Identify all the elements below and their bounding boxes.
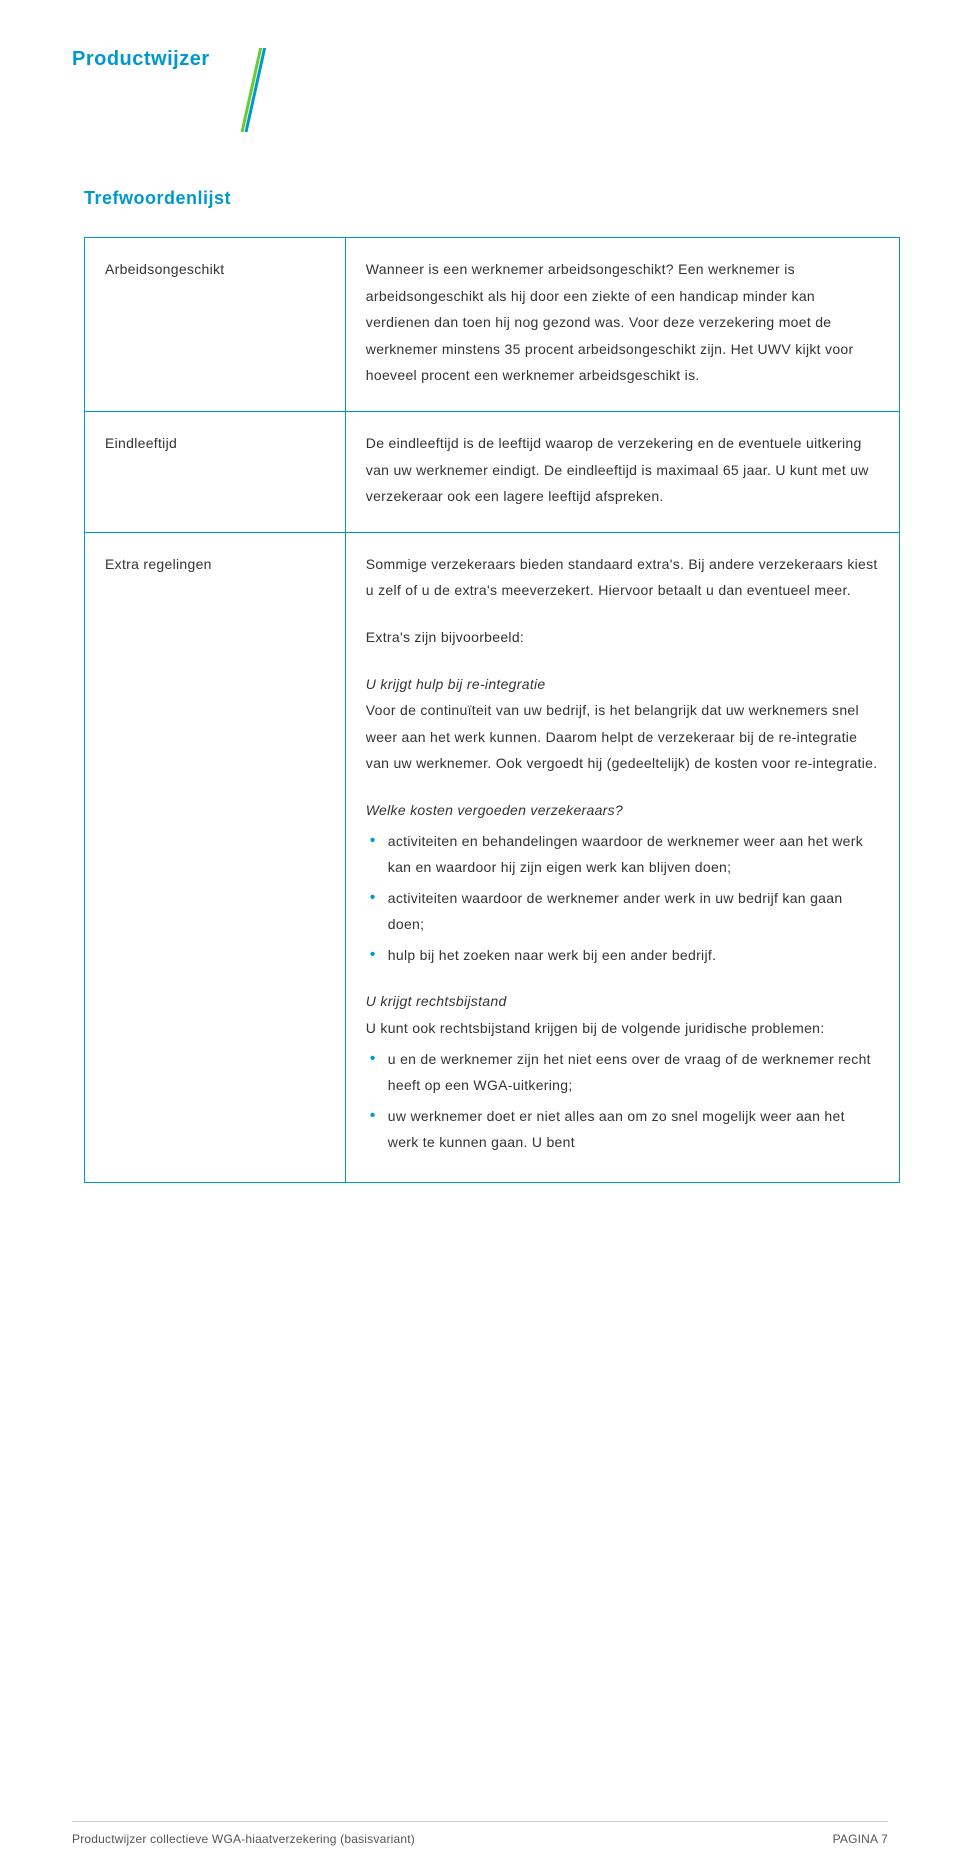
slash-accent-icon bbox=[238, 48, 268, 132]
definition-paragraph: U kunt ook rechtsbijstand krijgen bij de… bbox=[366, 1015, 879, 1042]
section-title: Trefwoordenlijst bbox=[84, 188, 888, 209]
definition-subheading: U krijgt rechtsbijstand bbox=[366, 988, 879, 1015]
definition-list-item: uw werknemer doet er niet alles aan om z… bbox=[366, 1103, 879, 1156]
doc-type-label: Productwijzer bbox=[72, 48, 210, 71]
glossary-term: Eindleeftijd bbox=[85, 411, 346, 532]
footer: Productwijzer collectieve WGA-hiaatverze… bbox=[72, 1821, 888, 1846]
glossary-row: ArbeidsongeschiktWanneer is een werkneme… bbox=[85, 238, 900, 412]
definition-list-item: hulp bij het zoeken naar werk bij een an… bbox=[366, 942, 879, 969]
glossary-term: Arbeidsongeschikt bbox=[85, 238, 346, 412]
definition-paragraph: Voor de continuïteit van uw bedrijf, is … bbox=[366, 697, 879, 777]
footer-left: Productwijzer collectieve WGA-hiaatverze… bbox=[72, 1832, 415, 1846]
glossary-definition: De eindleeftijd is de leeftijd waarop de… bbox=[345, 411, 899, 532]
definition-paragraph: Sommige verzekeraars bieden standaard ex… bbox=[366, 551, 879, 604]
page: Productwijzer Trefwoordenlijst Arbeidson… bbox=[0, 0, 960, 1874]
header: Productwijzer bbox=[72, 48, 888, 132]
definition-paragraph: Wanneer is een werknemer arbeidsongeschi… bbox=[366, 256, 879, 389]
glossary-definition: Wanneer is een werknemer arbeidsongeschi… bbox=[345, 238, 899, 412]
definition-list-item: activiteiten waardoor de werknemer ander… bbox=[366, 885, 879, 938]
glossary-row: EindleeftijdDe eindleeftijd is de leefti… bbox=[85, 411, 900, 532]
definition-paragraph: De eindleeftijd is de leeftijd waarop de… bbox=[366, 430, 879, 510]
definition-list-item: u en de werknemer zijn het niet eens ove… bbox=[366, 1046, 879, 1099]
footer-right: PAGINA 7 bbox=[833, 1832, 888, 1846]
definition-section: U krijgt rechtsbijstandU kunt ook rechts… bbox=[366, 988, 879, 1156]
glossary-table: ArbeidsongeschiktWanneer is een werkneme… bbox=[84, 237, 900, 1183]
definition-list-item: activiteiten en behandelingen waardoor d… bbox=[366, 828, 879, 881]
definition-list: activiteiten en behandelingen waardoor d… bbox=[366, 828, 879, 969]
definition-section: Welke kosten vergoeden verzekeraars? acti… bbox=[366, 797, 879, 969]
glossary-definition: Sommige verzekeraars bieden standaard ex… bbox=[345, 532, 899, 1182]
glossary-term: Extra regelingen bbox=[85, 532, 346, 1182]
definition-subheading: Welke kosten vergoeden verzekeraars? bbox=[366, 797, 879, 824]
definition-list: u en de werknemer zijn het niet eens ove… bbox=[366, 1046, 879, 1156]
definition-subheading: U krijgt hulp bij re-integratie bbox=[366, 671, 879, 698]
definition-paragraph: Extra's zijn bijvoorbeeld: bbox=[366, 624, 879, 651]
glossary-row: Extra regelingen Sommige verzekeraars bie… bbox=[85, 532, 900, 1182]
definition-section: U krijgt hulp bij re-integratieVoor de c… bbox=[366, 671, 879, 777]
